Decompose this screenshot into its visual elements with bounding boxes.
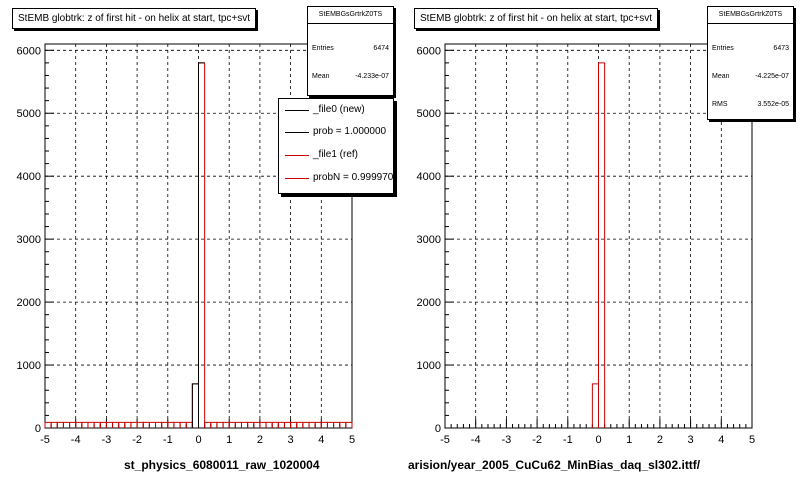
left-pad: -5 -4 -3 -2 -1 0 1 2 3 4 5 0 1000 2000 3000 4000 5000 600… — [12, 6, 394, 472]
left-stats-name: StEMBGsGrtrkZ0TS — [308, 7, 393, 24]
x-tick-label: 4 — [718, 434, 724, 446]
legend-label: _file0 (new) — [313, 104, 365, 115]
y-tick-label: 4000 — [417, 171, 441, 183]
right-histogram-plot: -5 -4 -3 -2 -1 0 1 2 3 4 5 0 1000 2000 3000 4000 5000 600… — [417, 43, 755, 446]
left-stats-value: 6474 — [373, 45, 389, 52]
y-tick-label: 1000 — [417, 360, 441, 372]
right-stats-key: Entries — [712, 45, 734, 52]
x-tick-label: -5 — [40, 434, 50, 446]
x-tick-label: 1 — [626, 434, 632, 446]
y-tick-label: 5000 — [17, 108, 41, 120]
right-chart-title: StEMB globtrk: z of first hit - on helix… — [414, 8, 659, 29]
x-tick-label: -3 — [102, 434, 112, 446]
x-tick-label: 5 — [349, 434, 355, 446]
histogram-bar — [598, 62, 606, 428]
legend-entry-probn: probN = 0.999970 — [279, 169, 394, 189]
x-tick-label: -2 — [532, 434, 542, 446]
right-pad: -5 -4 -3 -2 -1 0 1 2 3 4 5 0 1000 2000 3000 4000 5000 600… — [400, 0, 800, 480]
y-tick-label: 5000 — [417, 108, 441, 120]
x-tick-label: 0 — [595, 434, 601, 446]
x-tick-label: -5 — [440, 434, 450, 446]
right-stats-key: RMS — [712, 101, 728, 108]
histogram-bar-new — [191, 383, 199, 428]
right-x-axis-title: arision/year_2005_CuCu62_MinBias_daq_sl3… — [408, 458, 701, 472]
right-stats-value: -4.225e-07 — [755, 73, 789, 80]
legend-line-probn — [285, 178, 309, 179]
y-tick-label: 3000 — [17, 234, 41, 246]
x-tick-label: 4 — [318, 434, 324, 446]
legend-line-new — [285, 110, 309, 111]
histogram-bar-new — [198, 62, 205, 428]
x-tick-label: -2 — [132, 434, 142, 446]
y-tick-label: 6000 — [417, 45, 441, 57]
x-tick-label: -4 — [471, 434, 481, 446]
x-tick-label: 3 — [288, 434, 294, 446]
x-tick-label: -4 — [71, 434, 81, 446]
y-tick-label: 6000 — [17, 45, 41, 57]
histogram-bar — [345, 421, 353, 428]
legend-label: prob = 1.000000 — [313, 126, 387, 137]
right-stats-value: 3.552e-05 — [757, 101, 789, 108]
left-legend: _file0 (new) prob = 1.000000 _file1 (ref… — [278, 98, 394, 194]
x-tick-label: -1 — [163, 434, 173, 446]
right-stats-value: 6473 — [773, 45, 789, 52]
y-tick-label: 1000 — [17, 360, 41, 372]
y-tick-label: 2000 — [17, 297, 41, 309]
left-stats-key: Mean — [312, 73, 330, 80]
x-tick-label: -3 — [502, 434, 512, 446]
y-tick-label: 4000 — [17, 171, 41, 183]
x-tick-label: 3 — [688, 434, 694, 446]
legend-label: _file1 (ref) — [313, 149, 359, 160]
x-tick-label: -1 — [563, 434, 573, 446]
y-tick-label: 0 — [435, 423, 441, 435]
left-stats-value: -4.233e-07 — [355, 73, 389, 80]
y-tick-label: 0 — [35, 423, 41, 435]
x-tick-label: 0 — [195, 434, 201, 446]
right-stats-key: Mean — [712, 73, 730, 80]
x-tick-label: 2 — [657, 434, 663, 446]
right-stats-name: StEMBGsGrtrkZ0TS — [708, 7, 793, 24]
left-stats-box: StEMBGsGrtrkZ0TS Entries 6474 Mean -4.23… — [307, 6, 394, 96]
y-tick-label: 2000 — [417, 297, 441, 309]
x-tick-label: 2 — [257, 434, 263, 446]
legend-label: probN = 0.999970 — [313, 172, 394, 183]
x-tick-label: 5 — [749, 434, 755, 446]
legend-entry-file0: _file0 (new) — [279, 101, 393, 121]
legend-line-ref — [285, 155, 309, 156]
legend-entry-file1: _file1 (ref) — [279, 146, 393, 166]
left-stats-key: Entries — [312, 45, 334, 52]
right-stats-box: StEMBGsGrtrkZ0TS Entries 6473 Mean -4.22… — [707, 6, 794, 120]
y-tick-label: 3000 — [417, 234, 441, 246]
legend-entry-prob: prob = 1.000000 — [279, 123, 393, 143]
legend-line-prob — [285, 132, 309, 133]
left-chart-title: StEMB globtrk: z of first hit - on helix… — [12, 8, 257, 29]
left-x-axis-title: st_physics_6080011_raw_1020004 — [124, 458, 320, 472]
x-tick-label: 1 — [226, 434, 232, 446]
